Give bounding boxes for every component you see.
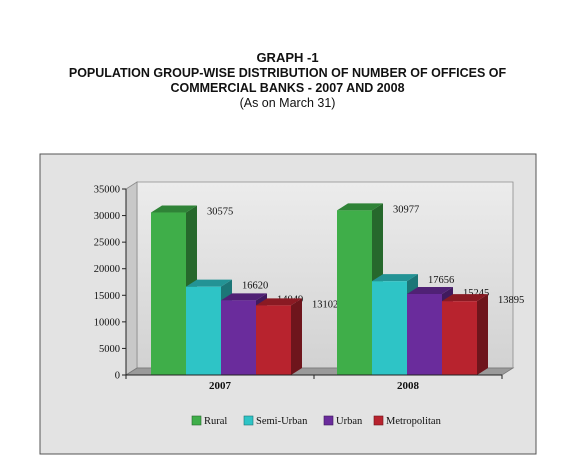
bar-top — [372, 274, 418, 282]
y-tick-label: 0 — [115, 371, 120, 382]
bar-front — [337, 210, 372, 375]
chart-title-block: GRAPH -1 POPULATION GROUP-WISE DISTRIBUT… — [0, 50, 575, 111]
bar-metropolitan-2007 — [256, 298, 302, 375]
data-label: 16620 — [242, 281, 268, 292]
bar-side — [477, 294, 488, 375]
chart-subtitle: (As on March 31) — [239, 96, 336, 110]
legend-swatch — [323, 415, 334, 426]
bar-front — [151, 212, 186, 375]
bar-top — [221, 293, 267, 301]
x-axis: 2007 2008 — [125, 374, 503, 392]
y-tick-label: 5000 — [99, 344, 120, 355]
bar-top — [186, 279, 232, 287]
bar-front — [372, 281, 407, 375]
bar-metropolitan-2008 — [442, 294, 488, 375]
legend-entry: Metropolitan — [386, 416, 442, 427]
graph-number: GRAPH -1 — [256, 50, 319, 65]
data-label: 15245 — [463, 288, 489, 299]
bar-top — [442, 294, 488, 302]
legend-entry: Semi-Urban — [256, 416, 308, 427]
x-category-label: 2007 — [209, 380, 232, 392]
legend-swatch — [243, 415, 254, 426]
data-label: 30977 — [393, 204, 419, 215]
data-label: 17656 — [428, 275, 454, 286]
bar-front — [186, 286, 221, 375]
chart-title-line1: POPULATION GROUP-WISE DISTRIBUTION OF NU… — [68, 66, 507, 80]
legend-swatch — [373, 415, 384, 426]
bar-top — [337, 203, 383, 211]
y-tick-label: 25000 — [94, 238, 120, 249]
legend: Rural Semi-Urban Urban Metropolitan — [191, 415, 442, 427]
data-label: 13895 — [498, 295, 524, 306]
bar-top — [256, 298, 302, 306]
bar-front — [221, 300, 256, 375]
y-tick-label: 35000 — [94, 185, 120, 196]
legend-swatch — [191, 415, 202, 426]
bar-front — [407, 293, 442, 375]
plot-side-wall — [125, 181, 138, 376]
data-label: 13102 — [312, 299, 338, 310]
bar-top — [151, 205, 197, 213]
bar-front — [256, 305, 291, 375]
bar-top — [407, 286, 453, 294]
chart-title-line2: COMMERCIAL BANKS - 2007 AND 2008 — [170, 81, 405, 95]
y-tick-label: 20000 — [94, 264, 120, 275]
y-axis: 0 5000 10000 15000 20000 25000 30000 35000 — [94, 185, 127, 382]
legend-entry: Rural — [204, 416, 227, 427]
bar-side — [291, 298, 302, 375]
legend-entry: Urban — [336, 416, 363, 427]
y-tick-label: 10000 — [94, 317, 120, 328]
y-tick-label: 15000 — [94, 291, 120, 302]
y-tick-label: 30000 — [94, 211, 120, 222]
x-category-label: 2008 — [397, 380, 420, 392]
data-label: 30575 — [207, 207, 233, 218]
bars-group: 3057516620140491310230977176561524513895 — [151, 203, 524, 375]
bar-front — [442, 301, 477, 375]
